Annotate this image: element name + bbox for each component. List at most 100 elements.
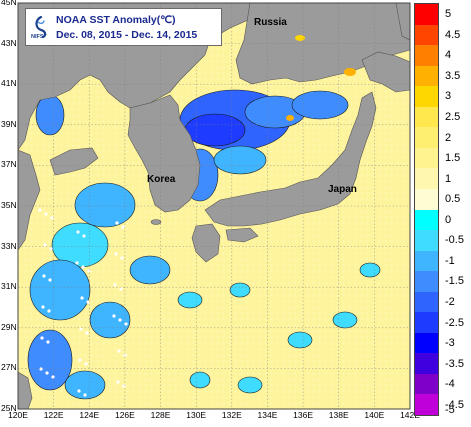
colorbar-segment [415,291,438,313]
colorbar-segment [415,312,438,334]
cold-anomaly-patch [332,311,358,329]
lat-tick-label: 37N [1,159,17,170]
lat-tick-label: 41N [1,78,17,89]
colorbar-tick-label: 0 [445,213,452,226]
no-data-speck [50,216,54,220]
map-title: NOAA SST Anomaly(℃) [56,14,176,26]
no-data-speck [47,309,51,313]
cold-anomaly-patch [359,262,381,278]
lon-tick-label: 122E [43,410,64,420]
cold-anomaly-patch [287,331,313,349]
no-data-speck [40,336,44,340]
cold-anomaly-patch [27,329,73,391]
no-data-speck [43,243,47,247]
cold-anomaly-patch [35,94,65,136]
colorbar-segment [415,209,438,231]
lon-tick-label: 124E [79,410,100,420]
place-label-russia: Russia [254,17,287,28]
cold-anomaly-patch [177,291,203,309]
colorbar-tick-label: -4 [445,378,455,391]
no-data-speck [120,256,124,260]
no-data-speck [84,362,88,366]
lat-tick-label: 43N [1,37,17,48]
colorbar-segment [415,188,438,210]
land-jeju [150,219,162,225]
no-data-speck [80,296,84,300]
nifs-wave-logo-icon [35,15,47,39]
cold-anomaly-patch [237,376,263,394]
no-data-speck [113,283,117,287]
logo-label: NIFS [31,34,44,40]
no-data-speck [42,274,46,278]
no-data-speck [117,349,121,353]
colorbar-tick-label: 4 [445,49,452,62]
no-data-speck [82,234,86,238]
colorbar-tick-label: -5 [445,404,455,416]
no-data-speck [119,287,123,291]
cold-anomaly-patch [89,301,131,339]
no-data-speck [79,327,83,331]
no-data-speck [38,208,42,212]
colorbar-tick-label: 1 [445,172,452,185]
colorbar-segment [415,271,438,293]
no-data-speck [116,380,120,384]
no-data-speck [48,278,52,282]
colorbar-segment [415,4,438,26]
colorbar-tick-label: -3 [445,337,455,350]
land-japan-shikoku [225,227,259,243]
no-data-speck [121,225,125,229]
no-data-speck [86,300,90,304]
colorbar-tick-label: 1.5 [445,152,461,165]
no-data-speck [85,331,89,335]
no-data-speck [87,269,91,273]
colorbar-tick-label: -2.5 [445,316,464,329]
colorbar-segment [415,106,438,128]
lon-tick-label: 132E [221,410,242,420]
place-label-korea: Korea [147,174,176,185]
colorbar-tick-label: 2.5 [445,111,461,124]
no-data-speck [41,305,45,309]
lat-tick-label: 29N [1,321,17,332]
cold-anomaly-patch [64,370,106,400]
no-data-speck [115,221,119,225]
cold-anomaly-patch [74,182,136,228]
lon-tick-label: 140E [364,410,385,420]
lat-tick-label: 39N [1,118,17,129]
lon-tick-label: 130E [186,410,207,420]
colorbar-segment [415,86,438,108]
cold-anomaly-patch [51,222,109,268]
cold-anomaly-patch [213,145,267,175]
colorbar-segment [415,250,438,272]
lon-tick-label: 134E [257,410,278,420]
lat-tick-label: 45N [1,0,17,7]
colorbar-tick-label: 4.5 [445,28,461,41]
colorbar-tick-label: 5 [445,8,452,21]
no-data-speck [114,252,118,256]
lat-tick-label: 27N [1,362,17,373]
no-data-speck [83,393,87,397]
no-data-speck [123,353,127,357]
map-date-range: Dec. 08, 2015 - Dec. 14, 2015 [56,29,198,41]
colorbar-segment [415,353,438,375]
no-data-speck [51,375,55,379]
land-shandong [49,147,99,176]
no-data-speck [39,367,43,371]
cold-anomaly-patch [229,282,251,298]
cold-anomaly-patch [29,259,91,321]
lat-tick-label: 31N [1,281,17,292]
colorbar-segment [415,127,438,149]
land-masses [18,3,410,409]
land-sakhalin [395,3,410,41]
lon-tick-label: 136E [293,410,314,420]
land-japan-honshu [204,91,377,227]
cold-anomaly-patch [184,113,246,147]
lon-tick-label: 138E [328,410,349,420]
no-data-speck [45,371,49,375]
map-frame [17,2,411,410]
colorbar [414,3,439,416]
no-data-speck [76,230,80,234]
colorbar-tick-label: -2 [445,295,455,308]
land-japan-hokkaido [361,51,410,93]
place-label-japan: Japan [328,184,357,195]
